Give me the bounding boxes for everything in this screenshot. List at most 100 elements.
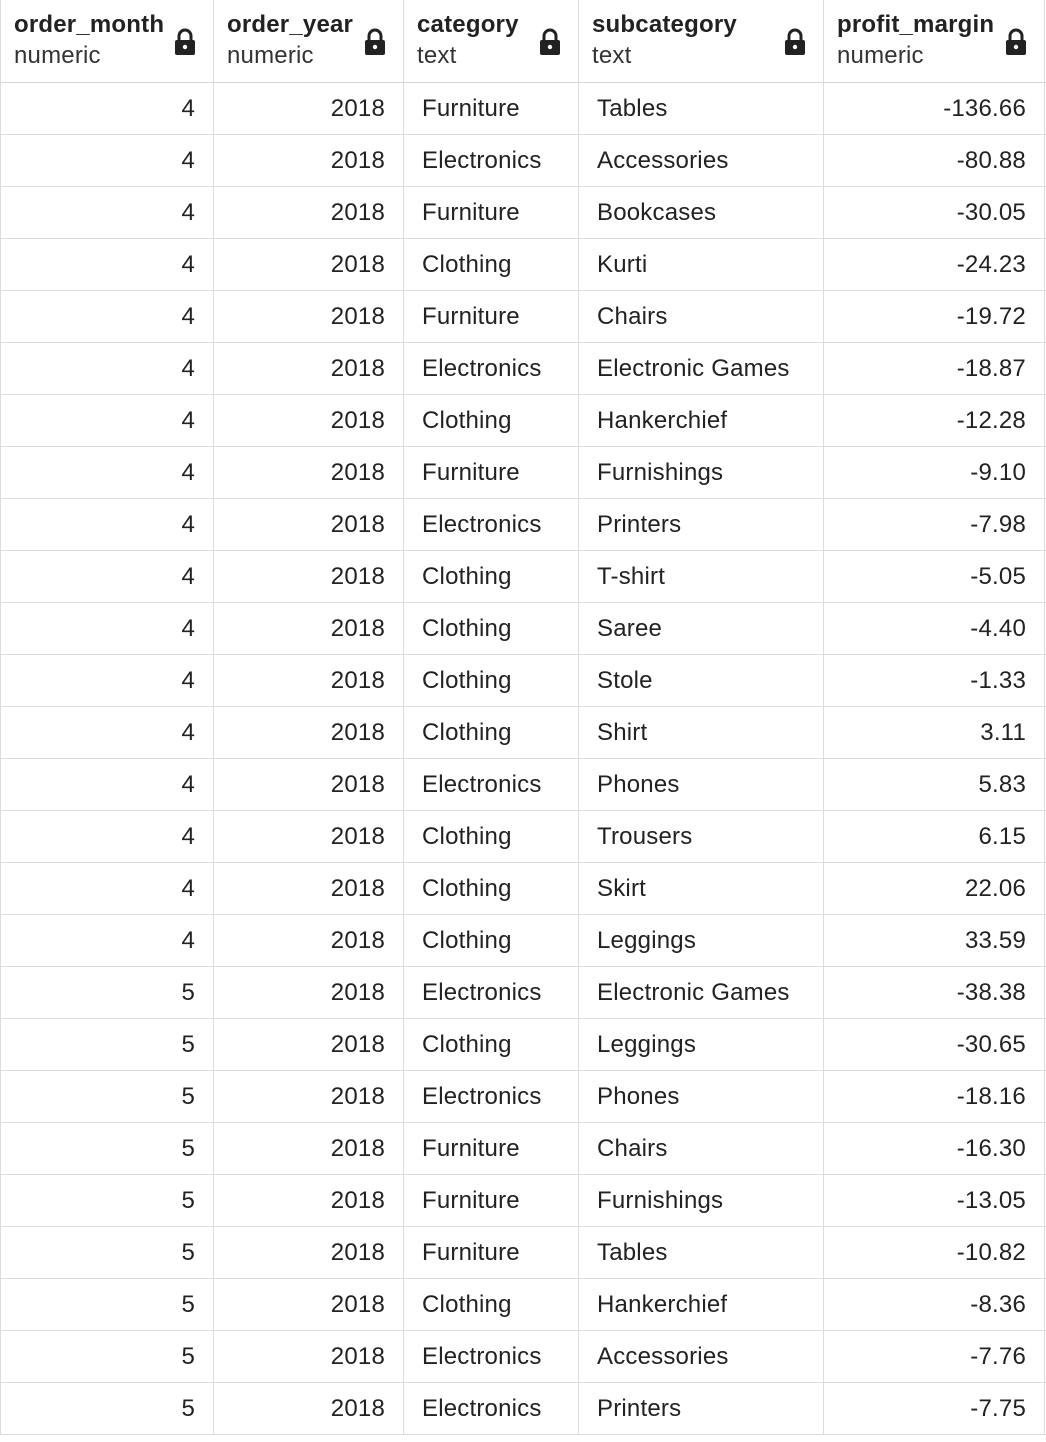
table-row[interactable]: 4 2018 Clothing Shirt 3.11 <box>0 707 1046 759</box>
cell-order-year[interactable]: 2018 <box>214 1123 404 1174</box>
cell-order-month[interactable]: 4 <box>0 239 214 290</box>
cell-order-year[interactable]: 2018 <box>214 499 404 550</box>
cell-category[interactable]: Clothing <box>404 551 579 602</box>
cell-category[interactable]: Clothing <box>404 239 579 290</box>
cell-category[interactable]: Electronics <box>404 135 579 186</box>
cell-order-month[interactable]: 4 <box>0 343 214 394</box>
column-header-category[interactable]: category text <box>404 0 579 82</box>
cell-subcategory[interactable]: Phones <box>579 759 824 810</box>
cell-profit-margin[interactable]: -30.65 <box>824 1019 1045 1070</box>
cell-order-year[interactable]: 2018 <box>214 967 404 1018</box>
table-row[interactable]: 5 2018 Furniture Furnishings -13.05 <box>0 1175 1046 1227</box>
cell-order-month[interactable]: 5 <box>0 1227 214 1278</box>
cell-order-year[interactable]: 2018 <box>214 187 404 238</box>
cell-category[interactable]: Furniture <box>404 291 579 342</box>
cell-subcategory[interactable]: Chairs <box>579 291 824 342</box>
cell-category[interactable]: Clothing <box>404 1019 579 1070</box>
cell-profit-margin[interactable]: -5.05 <box>824 551 1045 602</box>
cell-subcategory[interactable]: Saree <box>579 603 824 654</box>
table-row[interactable]: 4 2018 Clothing Hankerchief -12.28 <box>0 395 1046 447</box>
cell-category[interactable]: Electronics <box>404 499 579 550</box>
cell-category[interactable]: Clothing <box>404 915 579 966</box>
cell-order-month[interactable]: 5 <box>0 967 214 1018</box>
cell-profit-margin[interactable]: -7.76 <box>824 1331 1045 1382</box>
table-row[interactable]: 4 2018 Clothing Saree -4.40 <box>0 603 1046 655</box>
cell-order-month[interactable]: 5 <box>0 1123 214 1174</box>
cell-profit-margin[interactable]: -19.72 <box>824 291 1045 342</box>
cell-order-year[interactable]: 2018 <box>214 135 404 186</box>
cell-subcategory[interactable]: Phones <box>579 1071 824 1122</box>
cell-order-year[interactable]: 2018 <box>214 759 404 810</box>
cell-profit-margin[interactable]: -30.05 <box>824 187 1045 238</box>
cell-category[interactable]: Clothing <box>404 655 579 706</box>
cell-profit-margin[interactable]: -8.36 <box>824 1279 1045 1330</box>
cell-order-month[interactable]: 5 <box>0 1175 214 1226</box>
cell-subcategory[interactable]: Tables <box>579 83 824 134</box>
table-row[interactable]: 4 2018 Electronics Accessories -80.88 <box>0 135 1046 187</box>
cell-order-year[interactable]: 2018 <box>214 863 404 914</box>
cell-order-month[interactable]: 4 <box>0 291 214 342</box>
cell-subcategory[interactable]: Printers <box>579 499 824 550</box>
cell-profit-margin[interactable]: -4.40 <box>824 603 1045 654</box>
table-row[interactable]: 4 2018 Furniture Furnishings -9.10 <box>0 447 1046 499</box>
cell-profit-margin[interactable]: -7.75 <box>824 1383 1045 1434</box>
cell-category[interactable]: Electronics <box>404 1071 579 1122</box>
cell-subcategory[interactable]: Chairs <box>579 1123 824 1174</box>
cell-profit-margin[interactable]: -24.23 <box>824 239 1045 290</box>
cell-order-month[interactable]: 5 <box>0 1331 214 1382</box>
cell-order-year[interactable]: 2018 <box>214 1227 404 1278</box>
cell-category[interactable]: Furniture <box>404 83 579 134</box>
cell-profit-margin[interactable]: -12.28 <box>824 395 1045 446</box>
table-row[interactable]: 4 2018 Electronics Phones 5.83 <box>0 759 1046 811</box>
cell-order-month[interactable]: 4 <box>0 811 214 862</box>
cell-profit-margin[interactable]: 33.59 <box>824 915 1045 966</box>
cell-profit-margin[interactable]: -18.16 <box>824 1071 1045 1122</box>
cell-subcategory[interactable]: Leggings <box>579 915 824 966</box>
cell-order-month[interactable]: 4 <box>0 187 214 238</box>
cell-category[interactable]: Electronics <box>404 343 579 394</box>
table-row[interactable]: 5 2018 Electronics Accessories -7.76 <box>0 1331 1046 1383</box>
cell-profit-margin[interactable]: -9.10 <box>824 447 1045 498</box>
cell-subcategory[interactable]: Electronic Games <box>579 343 824 394</box>
column-header-subcategory[interactable]: subcategory text <box>579 0 824 82</box>
cell-profit-margin[interactable]: -16.30 <box>824 1123 1045 1174</box>
cell-order-year[interactable]: 2018 <box>214 707 404 758</box>
cell-subcategory[interactable]: Electronic Games <box>579 967 824 1018</box>
cell-order-month[interactable]: 4 <box>0 135 214 186</box>
cell-category[interactable]: Furniture <box>404 1123 579 1174</box>
table-row[interactable]: 5 2018 Furniture Tables -10.82 <box>0 1227 1046 1279</box>
cell-profit-margin[interactable]: -136.66 <box>824 83 1045 134</box>
cell-order-year[interactable]: 2018 <box>214 551 404 602</box>
table-row[interactable]: 5 2018 Electronics Electronic Games -38.38 <box>0 967 1046 1019</box>
cell-subcategory[interactable]: Printers <box>579 1383 824 1434</box>
cell-subcategory[interactable]: Shirt <box>579 707 824 758</box>
cell-order-year[interactable]: 2018 <box>214 1071 404 1122</box>
column-header-profit-margin[interactable]: profit_margin numeric <box>824 0 1045 82</box>
cell-order-year[interactable]: 2018 <box>214 1175 404 1226</box>
cell-profit-margin[interactable]: 5.83 <box>824 759 1045 810</box>
cell-order-year[interactable]: 2018 <box>214 343 404 394</box>
table-row[interactable]: 5 2018 Electronics Phones -18.16 <box>0 1071 1046 1123</box>
table-row[interactable]: 5 2018 Clothing Hankerchief -8.36 <box>0 1279 1046 1331</box>
table-row[interactable]: 4 2018 Clothing Stole -1.33 <box>0 655 1046 707</box>
cell-category[interactable]: Clothing <box>404 863 579 914</box>
cell-subcategory[interactable]: Trousers <box>579 811 824 862</box>
cell-order-year[interactable]: 2018 <box>214 395 404 446</box>
table-row[interactable]: 4 2018 Furniture Tables -136.66 <box>0 83 1046 135</box>
table-row[interactable]: 4 2018 Clothing Kurti -24.23 <box>0 239 1046 291</box>
cell-order-year[interactable]: 2018 <box>214 655 404 706</box>
cell-subcategory[interactable]: Skirt <box>579 863 824 914</box>
cell-profit-margin[interactable]: -10.82 <box>824 1227 1045 1278</box>
cell-order-month[interactable]: 5 <box>0 1383 214 1434</box>
cell-order-month[interactable]: 4 <box>0 499 214 550</box>
cell-subcategory[interactable]: Furnishings <box>579 1175 824 1226</box>
cell-order-year[interactable]: 2018 <box>214 811 404 862</box>
cell-profit-margin[interactable]: -13.05 <box>824 1175 1045 1226</box>
cell-category[interactable]: Furniture <box>404 1175 579 1226</box>
cell-category[interactable]: Furniture <box>404 187 579 238</box>
cell-order-year[interactable]: 2018 <box>214 1383 404 1434</box>
cell-order-year[interactable]: 2018 <box>214 83 404 134</box>
cell-profit-margin[interactable]: -1.33 <box>824 655 1045 706</box>
cell-category[interactable]: Electronics <box>404 1331 579 1382</box>
table-row[interactable]: 4 2018 Electronics Electronic Games -18.87 <box>0 343 1046 395</box>
